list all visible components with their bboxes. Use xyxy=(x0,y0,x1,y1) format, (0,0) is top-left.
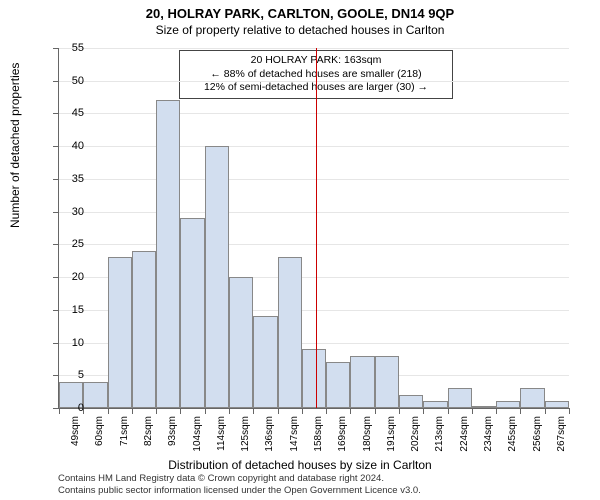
y-tick-label: 0 xyxy=(54,402,84,414)
y-tick-label: 10 xyxy=(54,337,84,349)
x-tick xyxy=(375,408,376,414)
chart-plot-area: 20 HOLRAY PARK: 163sqm ← 88% of detached… xyxy=(58,48,569,409)
x-tick xyxy=(108,408,109,414)
x-tick-label: 202sqm xyxy=(410,416,421,456)
x-tick-label: 60sqm xyxy=(94,416,105,456)
x-tick xyxy=(472,408,473,414)
x-tick xyxy=(399,408,400,414)
histogram-bar xyxy=(472,406,496,408)
credit-line2: Contains public sector information licen… xyxy=(58,485,421,496)
x-tick xyxy=(180,408,181,414)
x-tick-label: 234sqm xyxy=(483,416,494,456)
x-tick-label: 180sqm xyxy=(362,416,373,456)
x-tick-label: 169sqm xyxy=(337,416,348,456)
grid-line xyxy=(59,81,569,82)
x-tick xyxy=(545,408,546,414)
histogram-bar xyxy=(496,401,520,408)
x-tick xyxy=(350,408,351,414)
x-tick xyxy=(423,408,424,414)
x-tick-label: 136sqm xyxy=(264,416,275,456)
x-tick xyxy=(569,408,570,414)
grid-line xyxy=(59,179,569,180)
histogram-bar xyxy=(448,388,472,408)
histogram-bar xyxy=(545,401,569,408)
x-tick-label: 224sqm xyxy=(459,416,470,456)
chart-title-sub: Size of property relative to detached ho… xyxy=(0,21,600,37)
credit-line1: Contains HM Land Registry data © Crown c… xyxy=(58,473,421,484)
x-tick xyxy=(205,408,206,414)
histogram-bar xyxy=(229,277,253,408)
grid-line xyxy=(59,48,569,49)
y-tick-label: 15 xyxy=(54,304,84,316)
grid-line xyxy=(59,244,569,245)
histogram-bar xyxy=(156,100,180,408)
x-tick-label: 82sqm xyxy=(143,416,154,456)
histogram-bar xyxy=(326,362,350,408)
histogram-bar xyxy=(205,146,229,408)
x-tick-label: 256sqm xyxy=(532,416,543,456)
chart-title-main: 20, HOLRAY PARK, CARLTON, GOOLE, DN14 9Q… xyxy=(0,0,600,21)
x-tick-label: 49sqm xyxy=(70,416,81,456)
y-tick-label: 55 xyxy=(54,42,84,54)
histogram-bar xyxy=(132,251,156,408)
credit-text: Contains HM Land Registry data © Crown c… xyxy=(58,473,421,496)
histogram-bar xyxy=(375,356,399,408)
y-tick-label: 40 xyxy=(54,140,84,152)
histogram-bar xyxy=(350,356,374,408)
y-tick-label: 5 xyxy=(54,369,84,381)
histogram-bar xyxy=(180,218,204,408)
x-tick xyxy=(520,408,521,414)
x-tick xyxy=(132,408,133,414)
x-tick-label: 93sqm xyxy=(167,416,178,456)
x-tick xyxy=(448,408,449,414)
histogram-bar xyxy=(83,382,107,408)
histogram-bar xyxy=(278,257,302,408)
histogram-bar xyxy=(520,388,544,408)
grid-line xyxy=(59,113,569,114)
x-tick xyxy=(229,408,230,414)
y-tick-label: 25 xyxy=(54,238,84,250)
histogram-bar xyxy=(108,257,132,408)
grid-line xyxy=(59,212,569,213)
y-tick-label: 30 xyxy=(54,206,84,218)
x-tick-label: 71sqm xyxy=(119,416,130,456)
y-tick-label: 20 xyxy=(54,271,84,283)
x-tick-label: 267sqm xyxy=(556,416,567,456)
y-tick-label: 35 xyxy=(54,173,84,185)
x-tick xyxy=(156,408,157,414)
y-tick-label: 45 xyxy=(54,107,84,119)
x-tick-label: 158sqm xyxy=(313,416,324,456)
histogram-bar xyxy=(253,316,277,408)
x-tick-label: 213sqm xyxy=(434,416,445,456)
grid-line xyxy=(59,146,569,147)
x-axis-title: Distribution of detached houses by size … xyxy=(0,458,600,472)
x-tick-label: 147sqm xyxy=(289,416,300,456)
x-tick-label: 125sqm xyxy=(240,416,251,456)
x-tick xyxy=(326,408,327,414)
x-tick xyxy=(302,408,303,414)
x-tick-label: 104sqm xyxy=(192,416,203,456)
x-tick xyxy=(253,408,254,414)
x-tick-label: 191sqm xyxy=(386,416,397,456)
histogram-bar xyxy=(399,395,423,408)
x-tick-label: 114sqm xyxy=(216,416,227,456)
histogram-bar xyxy=(302,349,326,408)
y-tick-label: 50 xyxy=(54,75,84,87)
marker-line xyxy=(316,48,317,408)
histogram-bar xyxy=(423,401,447,408)
y-axis-title: Number of detached properties xyxy=(8,63,22,228)
x-tick xyxy=(278,408,279,414)
x-tick-label: 245sqm xyxy=(507,416,518,456)
x-tick xyxy=(496,408,497,414)
